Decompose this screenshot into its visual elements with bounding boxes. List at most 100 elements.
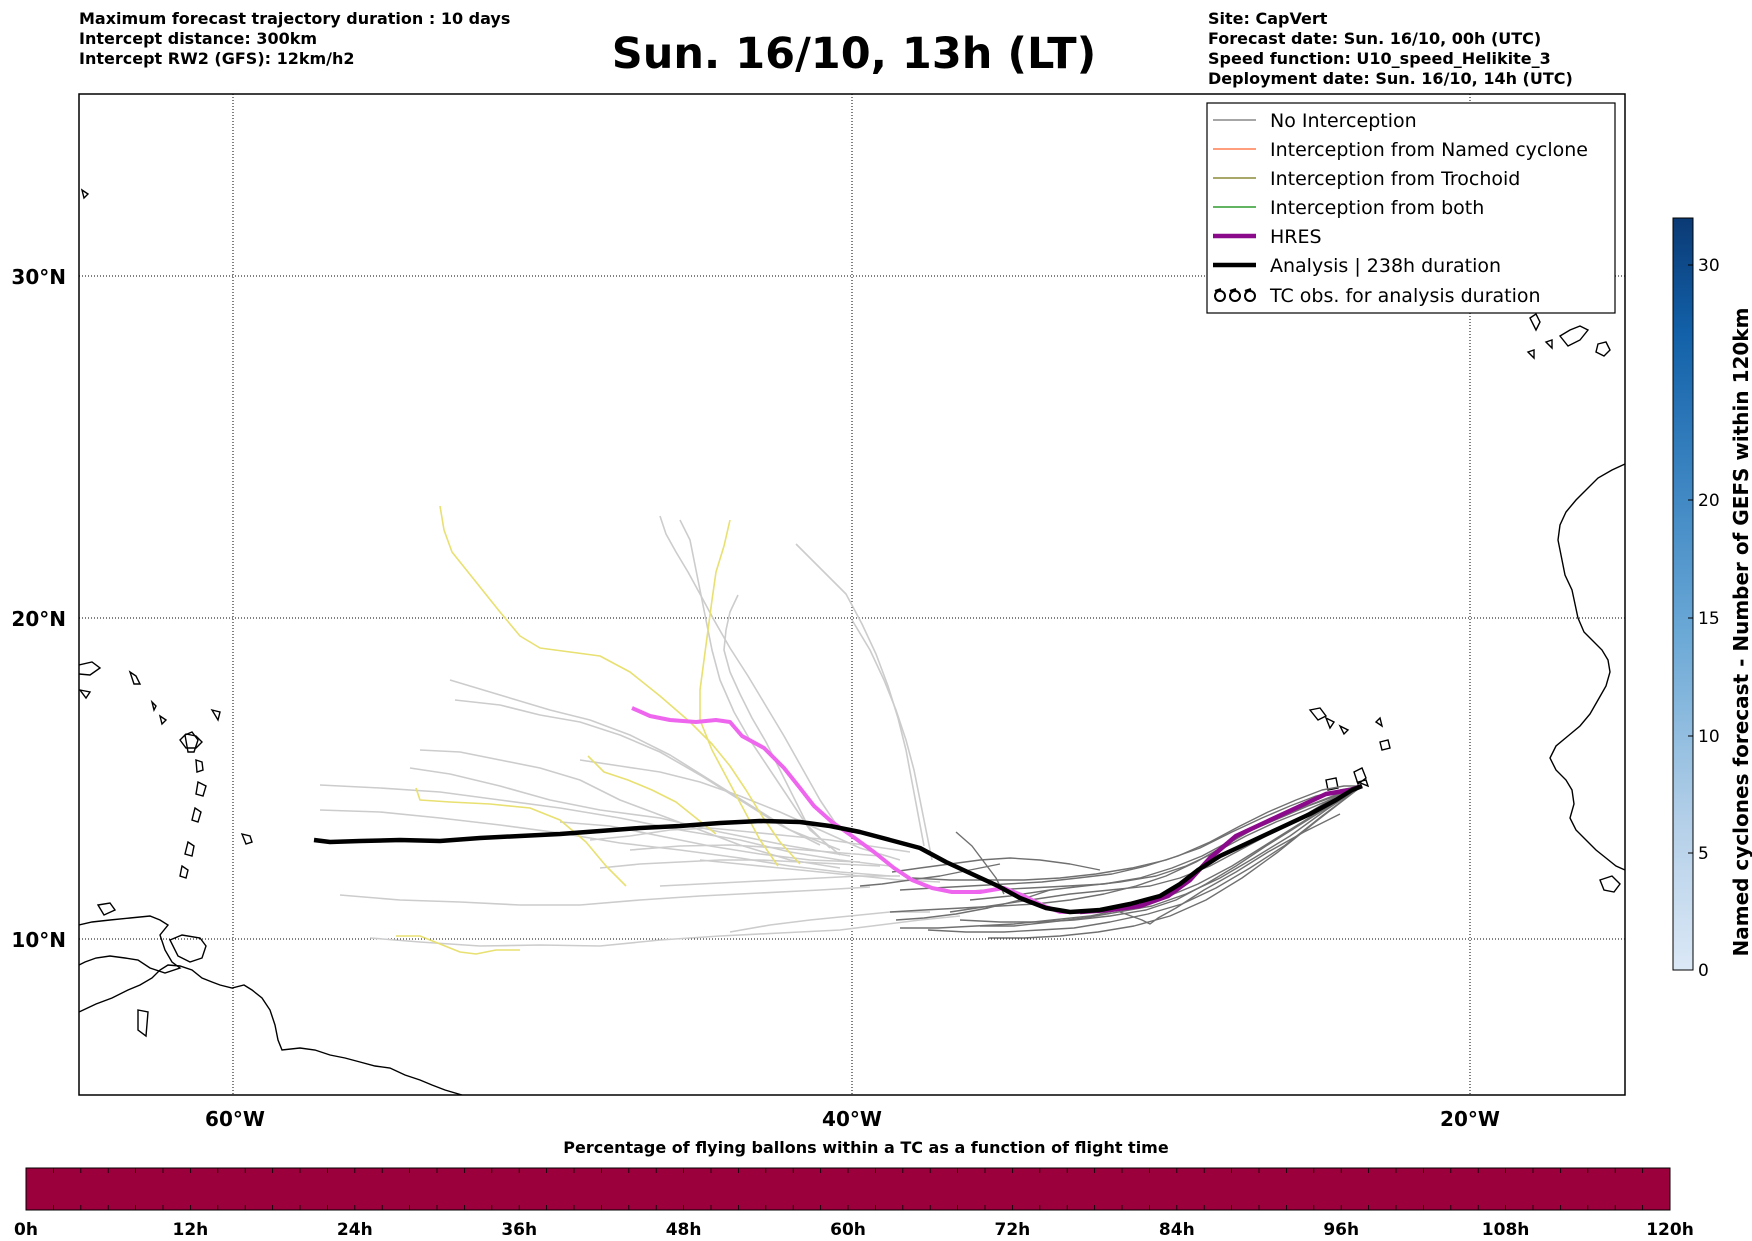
header-left-line-2: Intercept distance: 300km	[79, 29, 317, 48]
islet-7	[79, 689, 92, 700]
lat-tick-30n: 30°N	[11, 265, 66, 289]
trajectory-light-15	[589, 827, 911, 853]
islet-2	[150, 699, 157, 713]
islet-9	[210, 708, 221, 722]
legend-label-no-interception: No Interception	[1270, 110, 1417, 132]
south-america-coast	[79, 964, 463, 1095]
colorbar-bottom-tick-labels: 0h 12h 24h 36h 48h 60h 72h 84h 96h 108h 120h	[14, 1220, 1694, 1240]
islet-4	[240, 832, 253, 845]
trajectory-dark-8	[899, 785, 1362, 891]
trajectory-dark-7	[927, 785, 1363, 933]
lon-tick-40w: 40°W	[822, 1107, 882, 1131]
lesser-antilles-5	[184, 840, 195, 857]
cape-verde-island-2	[1324, 716, 1336, 730]
colorbar-bottom-label: Percentage of flying ballons within a TC…	[563, 1138, 1169, 1157]
trajectory-yellow-3	[415, 787, 627, 887]
trajectory-light-13	[851, 619, 933, 861]
trajectory-light-4	[319, 809, 891, 877]
colorbar-bottom-tick-label: 0h	[14, 1220, 38, 1240]
header-right: Site: CapVert Forecast date: Sun. 16/10,…	[1208, 9, 1573, 88]
trajectory-light-11	[723, 594, 831, 849]
colorbar-right-label: Named cyclones forecast - Number of GEFS…	[1729, 308, 1752, 957]
legend-swatch-tc-obs	[1214, 288, 1256, 302]
trajectory-light-7	[449, 679, 841, 851]
trajectory-light-5	[419, 749, 841, 869]
africa-coast	[1549, 463, 1625, 871]
lesser-antilles-1	[184, 731, 199, 753]
cb-label-30: 30	[1698, 256, 1720, 276]
legend-label-trochoid: Interception from Trochoid	[1270, 168, 1520, 190]
legend-label-hres: HRES	[1270, 226, 1322, 248]
cb-label-10: 10	[1698, 727, 1720, 747]
colorbar-bottom-tick-label: 12h	[173, 1220, 209, 1240]
bissagos-islands	[1599, 875, 1621, 893]
tc-symbol-tail-1	[1214, 288, 1222, 292]
trajectory-yellow-2	[699, 519, 779, 867]
tc-symbol-tail-3	[1244, 288, 1252, 292]
trajectory-dark-16	[955, 831, 1005, 895]
map-layer	[79, 94, 1625, 1095]
trajectory-dark-9	[988, 785, 1363, 939]
trajectory-light-20	[559, 821, 861, 863]
lat-tick-10n: 10°N	[11, 928, 66, 952]
trajectory-light-1	[369, 915, 961, 947]
lat-tick-20n: 20°N	[11, 607, 66, 631]
canary-island-4	[1526, 349, 1535, 360]
puerto-rico-fragment	[79, 661, 102, 676]
trajectory-yellow-1	[439, 505, 801, 865]
lon-tick-20w: 20°W	[1440, 1107, 1500, 1131]
trajectory-light-12	[795, 543, 925, 847]
colorbar-bottom-tick-label: 60h	[830, 1220, 866, 1240]
trajectory-dark-4	[980, 785, 1363, 927]
colorbar-bottom-bar	[25, 1167, 1671, 1211]
map-frame	[78, 93, 1626, 1096]
coastlines	[79, 188, 1625, 1095]
header-right-line-1: Site: CapVert	[1208, 9, 1328, 28]
tc-symbol-1	[1214, 290, 1226, 302]
canary-island-5	[1544, 339, 1553, 350]
figure-title: Sun. 16/10, 13h (LT)	[612, 29, 1097, 79]
colorbar-bottom-tick-label: 120h	[1646, 1220, 1694, 1240]
trajectory-dark-3	[959, 785, 1363, 923]
colorbar-bottom-tick-label: 48h	[666, 1220, 702, 1240]
islet-5	[96, 902, 117, 916]
trajectory-yellow-4	[396, 935, 520, 955]
legend-label-tc-obs: TC obs. for analysis duration	[1269, 285, 1541, 307]
canary-island-2	[1558, 325, 1590, 347]
header-right-line-2: Forecast date: Sun. 16/10, 00h (UTC)	[1208, 29, 1541, 48]
trajectory-dark-11	[1119, 813, 1341, 925]
colorbar-bottom-tick-label: 24h	[337, 1220, 373, 1240]
trajectory-light-9	[679, 519, 841, 856]
header-left: Maximum forecast trajectory duration : 1…	[79, 9, 510, 68]
legend: No Interception Interception from Named …	[1206, 102, 1616, 314]
islet-6	[137, 1009, 149, 1038]
colorbar-bottom: Percentage of flying ballons within a TC…	[14, 1138, 1694, 1240]
trajectory-light-10	[659, 515, 841, 831]
trinidad-island	[169, 934, 207, 963]
cape-verde-island-5	[1379, 739, 1391, 751]
colorbar-bottom-tick-label: 84h	[1159, 1220, 1195, 1240]
guadeloupe	[179, 733, 203, 749]
ensemble-trajectories-dark	[859, 785, 1363, 939]
colorbar-bottom-tick-label: 96h	[1323, 1220, 1359, 1240]
trajectory-dark-10	[889, 785, 1363, 913]
trajectory-light-19	[629, 844, 881, 857]
header-left-line-3: Intercept RW2 (GFS): 12km/h2	[79, 49, 355, 68]
header-right-line-3: Speed function: U10_speed_Helikite_3	[1208, 49, 1551, 68]
trajectory-light-3	[319, 784, 891, 867]
cape-verde-island-3	[1338, 724, 1350, 736]
colorbar-right-tick-labels: 0 5 10 15 20 30	[1698, 256, 1720, 981]
islet-3	[158, 714, 168, 726]
venezuela-coast	[79, 915, 182, 974]
trajectory-light-2	[339, 886, 871, 906]
trajectory-light-21	[699, 859, 941, 883]
cape-verde-island-1	[1308, 707, 1328, 721]
tc-symbol-2	[1229, 290, 1241, 302]
cb-label-15: 15	[1698, 609, 1720, 629]
colorbar-bottom-tick-label: 108h	[1482, 1220, 1530, 1240]
colorbar-bottom-minor-ticks	[53, 1168, 1643, 1210]
lesser-antilles-6	[179, 864, 189, 879]
cb-label-5: 5	[1698, 844, 1709, 864]
trajectory-light-6	[409, 767, 851, 857]
